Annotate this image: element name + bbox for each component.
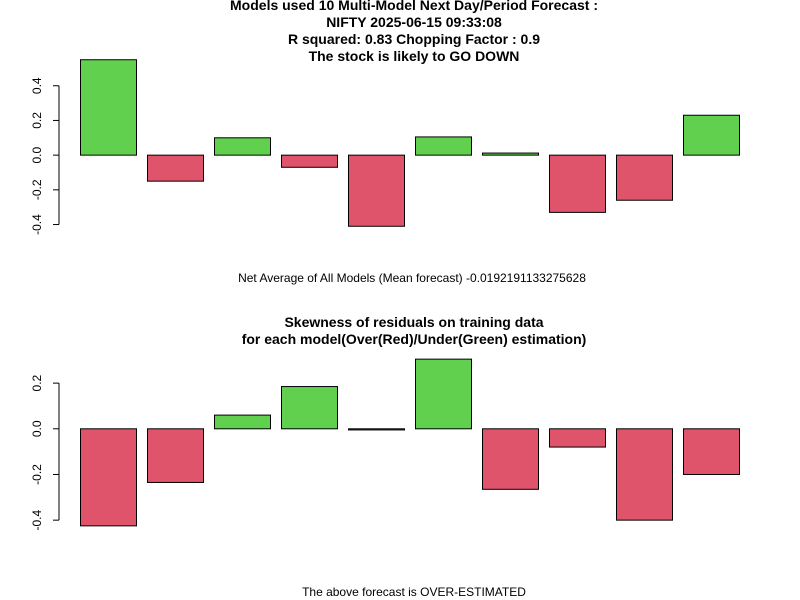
forecast-bar: [616, 154, 673, 201]
forecast-y-tick-label: 0.4: [30, 77, 44, 94]
forecast-mean-note: Net Average of All Models (Mean forecast…: [238, 271, 586, 285]
forecast-bars: [80, 59, 740, 227]
forecast-y-tick-label: 0.2: [30, 112, 44, 129]
forecast-y-tick-label: 0.0: [30, 146, 44, 163]
skewness-bar: [348, 428, 405, 431]
skewness-bar: [281, 386, 338, 430]
skewness-bar: [80, 428, 137, 527]
forecast-panel: Models used 10 Multi-Model Next Day/Peri…: [30, 0, 740, 285]
skewness-bar: [616, 428, 673, 521]
skewness-y-axis: -0.4 -0.2 0.0 0.2: [30, 374, 60, 530]
forecast-y-axis: -0.4 -0.2 0.0 0.2 0.4: [30, 77, 60, 235]
skewness-bar: [683, 428, 740, 475]
skewness-bar: [549, 428, 606, 448]
forecast-y-tick-label: -0.2: [30, 179, 44, 200]
skewness-bar: [415, 358, 472, 430]
skewness-y-tick-label: 0.0: [30, 420, 44, 437]
skewness-y-tick-label: -0.4: [30, 509, 44, 530]
forecast-bar: [214, 137, 271, 156]
skewness-title-line-2: for each model(Over(Red)/Under(Green) es…: [242, 331, 587, 347]
forecast-bar: [80, 59, 137, 156]
skewness-title-line-1: Skewness of residuals on training data: [284, 314, 543, 330]
forecast-bar: [281, 154, 338, 168]
skewness-y-tick-label: -0.2: [30, 464, 44, 485]
skewness-bar: [482, 428, 539, 490]
forecast-y-tick-label: -0.4: [30, 214, 44, 235]
forecast-title-line-2: NIFTY 2025-06-15 09:33:08: [326, 14, 502, 30]
forecast-bar: [415, 136, 472, 156]
skewness-verdict-note: The above forecast is OVER-ESTIMATED: [302, 585, 526, 599]
skewness-bar: [147, 428, 204, 483]
skewness-y-tick-label: 0.2: [30, 374, 44, 391]
forecast-bar: [549, 154, 606, 213]
forecast-title-line-3: R squared: 0.83 Chopping Factor : 0.9: [288, 31, 540, 47]
forecast-title-line-4: The stock is likely to GO DOWN: [309, 48, 520, 64]
skewness-panel: Skewness of residuals on training data f…: [30, 314, 740, 599]
skewness-bars: [80, 358, 740, 527]
forecast-bar: [482, 152, 539, 156]
forecast-bar: [348, 154, 405, 227]
forecast-title-line-1: Models used 10 Multi-Model Next Day/Peri…: [230, 0, 598, 13]
skewness-bar: [214, 414, 271, 430]
forecast-bar: [683, 114, 740, 156]
forecast-bar: [147, 154, 204, 182]
